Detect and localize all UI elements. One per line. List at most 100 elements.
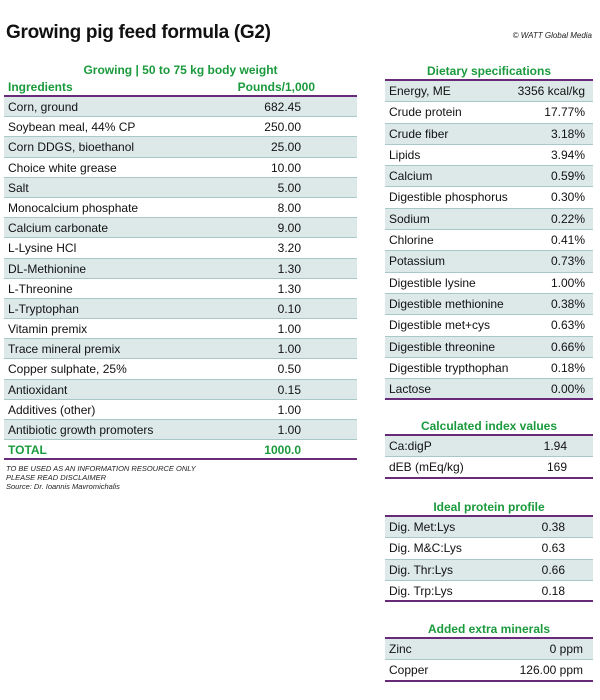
table-row: Digestible trypthophan 0.18% (385, 358, 593, 380)
row-label: Choice white grease (8, 160, 117, 175)
row-label: L-Threonine (8, 281, 73, 296)
note-line-1: TO BE USED AS AN INFORMATION RESOURCE ON… (6, 464, 196, 474)
table-row: Lipids 3.94% (385, 145, 593, 167)
row-value: 1.30 (277, 261, 301, 276)
row-label: Additives (other) (8, 402, 96, 417)
col-amount-label: Pounds/1,000 (237, 80, 315, 94)
table-row: dEB (mEq/kg) 169 (385, 457, 593, 479)
minerals-section-title: Added extra minerals (427, 622, 551, 636)
row-value: 0.38 (541, 520, 565, 534)
row-value: 3.20 (277, 241, 301, 256)
table-row: Dig. M&C:Lys 0.63 (385, 538, 593, 560)
table-row: Lactose 0.00% (385, 379, 593, 401)
page-title: Growing pig feed formula (G2) (6, 22, 271, 43)
row-label: Dig. M&C:Lys (389, 541, 462, 556)
row-value: 169 (546, 460, 567, 475)
row-label: Chlorine (389, 233, 434, 248)
row-value: 3.18% (550, 126, 585, 141)
row-value: 0.41% (550, 233, 585, 248)
row-label: Corn, ground (8, 100, 79, 114)
table-row: Corn, ground 682.45 (4, 97, 357, 118)
index-rows: Ca:digP 1.94 dEB (mEq/kg) 169 (385, 436, 593, 479)
row-value: 0.50 (277, 362, 301, 377)
index-section-title: Calculated index values (420, 419, 558, 433)
row-value: 126.00 ppm (519, 663, 583, 678)
row-value: 1.00 (277, 402, 301, 417)
table-row: Crude fiber 3.18% (385, 123, 593, 145)
row-label: Salt (8, 180, 29, 195)
row-label: Energy, ME (389, 84, 451, 98)
table-row: Vitamin premix 1.00 (4, 319, 357, 340)
total-row: TOTAL 1000.0 (4, 440, 357, 461)
row-label: L-Tryptophan (8, 301, 79, 316)
credit-text: © WATT Global Media (512, 31, 592, 40)
row-label: dEB (mEq/kg) (389, 460, 464, 475)
row-value: 0.18 (541, 583, 565, 598)
row-value: 5.00 (277, 180, 301, 195)
table-row: Copper sulphate, 25% 0.50 (4, 359, 357, 380)
table-row: Antioxidant 0.15 (4, 379, 357, 400)
extra-minerals-table: Added extra minerals Zinc 0 ppm Copper 126.… (385, 621, 593, 682)
row-label: Zinc (389, 642, 412, 656)
row-label: L-Lysine HCl (8, 241, 77, 256)
row-value: 25.00 (270, 140, 301, 155)
protein-section-title: Ideal protein profile (433, 500, 545, 514)
ingredients-section-title: Growing | 50 to 75 kg body weight (83, 63, 278, 77)
row-value: 3356 kcal/kg (517, 84, 585, 98)
row-label: Digestible lysine (389, 275, 476, 290)
row-label: Digestible trypthophan (389, 360, 509, 375)
table-row: Dig. Trp:Lys 0.18 (385, 581, 593, 603)
table-row: Trace mineral premix 1.00 (4, 339, 357, 360)
row-label: Ca:digP (389, 439, 432, 453)
dietary-specifications-table: Dietary specifications Energy, ME 3356 kc… (385, 63, 593, 401)
note-line-3: Source: Dr. Ioannis Mavromichalis (6, 482, 120, 492)
row-label: Lipids (389, 147, 421, 162)
header-rule (4, 95, 357, 97)
disclaimer-notes: TO BE USED AS AN INFORMATION RESOURCE ON… (4, 464, 357, 491)
row-label: Lactose (389, 382, 432, 397)
table-row: Calcium carbonate 9.00 (4, 218, 357, 239)
row-value: 0.18% (550, 360, 585, 375)
row-label: Dig. Met:Lys (389, 520, 456, 534)
dietary-section-title: Dietary specifications (426, 64, 552, 78)
row-value: 10.00 (270, 160, 301, 175)
row-label: Vitamin premix (8, 322, 88, 337)
row-label: Digestible phosphorus (389, 190, 508, 205)
row-label: Digestible threonine (389, 339, 496, 354)
table-row: Calcium 0.59% (385, 166, 593, 188)
table-row: Monocalcium phosphate 8.00 (4, 198, 357, 219)
row-label: Digestible met+cys (389, 318, 491, 333)
row-value: 17.77% (544, 105, 585, 120)
protein-profile-table: Ideal protein profile Dig. Met:Lys 0.38 Di… (385, 499, 593, 603)
row-label: Soybean meal, 44% CP (8, 120, 136, 135)
row-value: 0.66% (550, 339, 585, 354)
table-row: Energy, ME 3356 kcal/kg (385, 81, 593, 103)
table-row: Sodium 0.22% (385, 208, 593, 231)
table-row: Soybean meal, 44% CP 250.00 (4, 117, 357, 138)
table-row: Chlorine 0.41% (385, 230, 593, 252)
row-label: Crude fiber (389, 126, 449, 141)
row-value: 0.63% (550, 318, 585, 333)
table-row: DL-Methionine 1.30 (4, 258, 357, 279)
row-label: Crude protein (389, 105, 462, 120)
table-row: Salt 5.00 (4, 177, 357, 198)
minerals-rows: Zinc 0 ppm Copper 126.00 ppm (385, 639, 593, 682)
table-row: Digestible threonine 0.66% (385, 336, 593, 358)
row-value: 1.30 (277, 281, 301, 296)
table-row: L-Threonine 1.30 (4, 279, 357, 299)
ingredients-table: Growing | 50 to 75 kg body weight Ingred… (4, 62, 357, 491)
table-row: Choice white grease 10.00 (4, 158, 357, 178)
row-value: 0.10 (277, 301, 301, 316)
table-row: Additives (other) 1.00 (4, 400, 357, 420)
protein-rows: Dig. Met:Lys 0.38 Dig. M&C:Lys 0.63 Dig. Thr… (385, 517, 593, 603)
row-label: Calcium (389, 169, 433, 184)
row-value: 0 ppm (549, 642, 583, 656)
total-label: TOTAL (8, 443, 47, 458)
row-value: 9.00 (277, 221, 301, 236)
table-row: Crude protein 17.77% (385, 102, 593, 124)
row-value: 0.15 (277, 382, 301, 397)
table-row: Potassium 0.73% (385, 251, 593, 273)
row-label: Copper sulphate, 25% (8, 362, 127, 377)
row-value: 0.63 (541, 541, 565, 556)
table-row: Ca:digP 1.94 (385, 436, 593, 458)
